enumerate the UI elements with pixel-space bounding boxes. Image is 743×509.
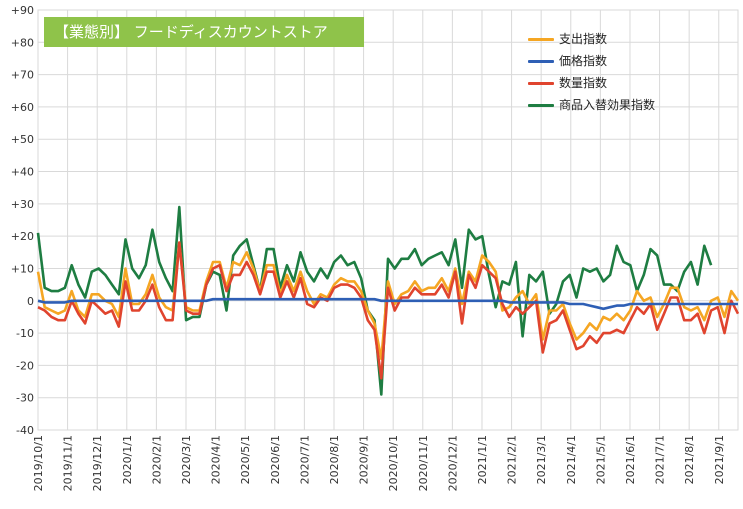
y-tick-label: +20 (11, 230, 34, 243)
y-tick-label: -40 (16, 424, 34, 437)
legend-swatch-product-replacement (528, 104, 554, 107)
x-tick-label: 2021/5/1 (594, 435, 607, 484)
legend-label-price: 価格指数 (559, 54, 608, 68)
y-tick-label: -10 (16, 327, 34, 340)
x-tick-label: 2020/11/1 (417, 435, 430, 491)
legend-item-product-replacement: 商品入替効果指数 (528, 94, 728, 116)
x-tick-label: 2019/11/1 (62, 435, 75, 491)
legend-label-expenditure: 支出指数 (559, 32, 608, 46)
legend-label-quantity: 数量指数 (559, 76, 608, 90)
y-tick-label: +60 (11, 101, 34, 114)
x-tick-label: 2021/8/1 (683, 435, 696, 484)
y-tick-label: -30 (16, 392, 34, 405)
x-tick-label: 2021/3/1 (535, 435, 548, 484)
grid-layer (37, 9, 739, 431)
x-tick-label: 2020/2/1 (150, 435, 163, 484)
series-line-price (37, 297, 738, 311)
x-tick-label: 2021/6/1 (624, 435, 637, 484)
y-axis-ticks: +90 +80 +70 +60 +50 +40 +30 +20 +10 0 -10 -20 -30 -40 (11, 4, 34, 437)
legend: 支出指数 価格指数 数量指数 商品入替効果指数 (528, 28, 728, 116)
legend-swatch-quantity (528, 82, 554, 85)
y-tick-label: +80 (11, 36, 34, 49)
plot-area-border (37, 9, 739, 431)
series-layer (36, 205, 740, 396)
x-tick-label: 2019/12/1 (91, 435, 104, 491)
y-tick-label: +30 (11, 198, 34, 211)
legend-item-expenditure: 支出指数 (528, 28, 728, 50)
x-tick-label: 2020/3/1 (180, 435, 193, 484)
y-tick-label: +90 (11, 4, 34, 17)
series-line-product-replacement (36, 205, 713, 396)
x-tick-label: 2020/9/1 (358, 435, 371, 484)
y-tick-label: -20 (16, 359, 34, 372)
x-tick-label: 2021/2/1 (506, 435, 519, 484)
y-tick-label: +40 (11, 166, 34, 179)
x-tick-label: 2020/6/1 (269, 435, 282, 484)
x-tick-label: 2021/9/1 (713, 435, 726, 484)
y-tick-label: +50 (11, 133, 34, 146)
x-tick-label: 2020/8/1 (328, 435, 341, 484)
x-tick-label: 2021/4/1 (565, 435, 578, 484)
x-tick-label: 2020/1/1 (121, 435, 134, 484)
legend-swatch-price (528, 60, 554, 63)
series-line-quantity (37, 241, 740, 380)
y-tick-label: 0 (27, 295, 34, 308)
series-line-expenditure (36, 241, 740, 361)
x-tick-label: 2020/12/1 (446, 435, 459, 491)
x-axis-ticks: 2019/10/1 2019/11/1 2019/12/1 2020/1/1 2020/… (32, 435, 726, 491)
legend-item-quantity: 数量指数 (528, 72, 728, 94)
y-tick-label: +70 (11, 69, 34, 82)
legend-item-price: 価格指数 (528, 50, 728, 72)
x-tick-label: 2020/5/1 (239, 435, 252, 484)
x-tick-label: 2019/10/1 (32, 435, 45, 491)
x-tick-label: 2020/10/1 (387, 435, 400, 491)
x-tick-label: 2021/7/1 (654, 435, 667, 484)
legend-swatch-expenditure (528, 38, 554, 41)
y-tick-label: +10 (11, 262, 34, 275)
x-tick-label: 2020/7/1 (298, 435, 311, 484)
x-tick-label: 2021/1/1 (476, 435, 489, 484)
chart-title: 【業態別】 フードディスカウントストア (44, 17, 364, 47)
legend-label-product-replacement: 商品入替効果指数 (559, 98, 656, 112)
x-tick-label: 2020/4/1 (210, 435, 223, 484)
